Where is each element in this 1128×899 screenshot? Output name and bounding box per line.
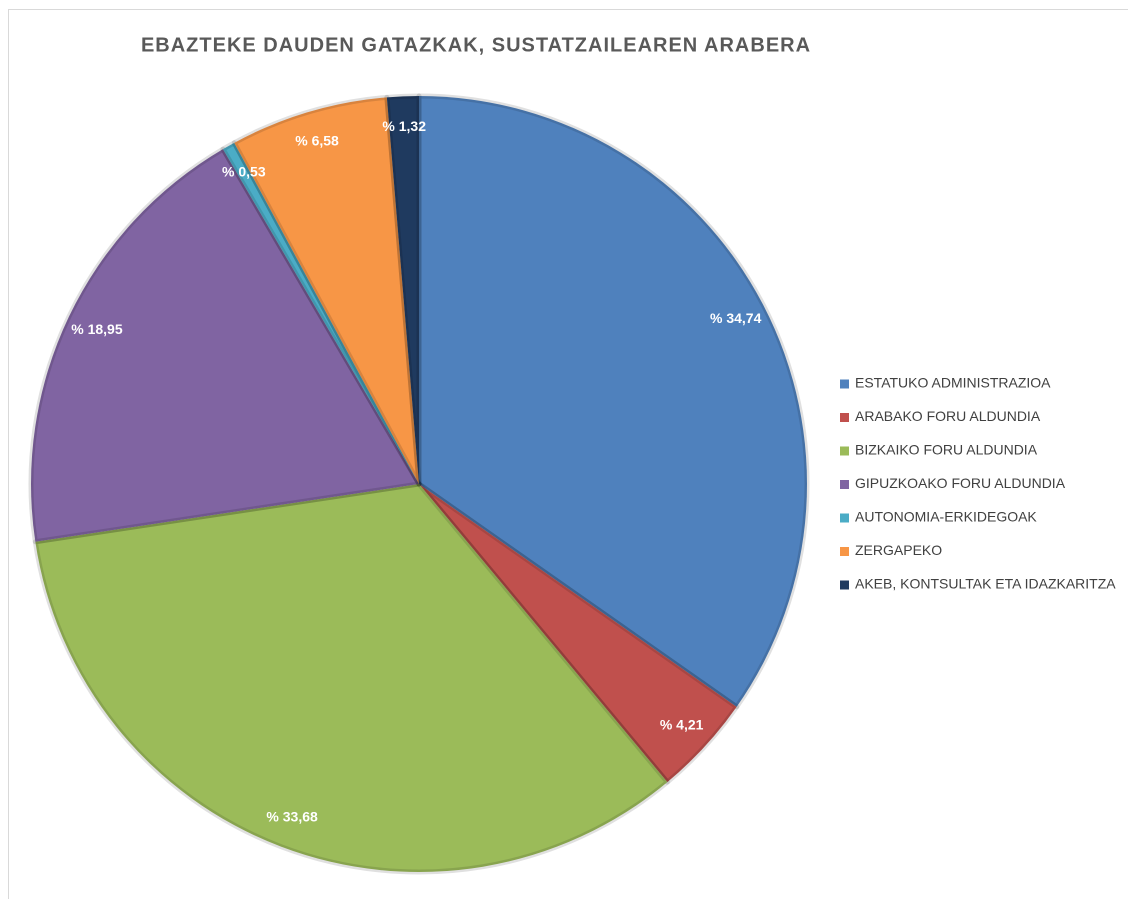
chart-frame xyxy=(8,9,1128,899)
legend-label: ESTATUKO ADMINISTRAZIOA xyxy=(855,375,1051,391)
pie-slice xyxy=(416,481,740,785)
data-label: % 0,53 xyxy=(222,164,266,180)
data-label: % 1,32 xyxy=(382,118,426,134)
data-label: % 34,74 xyxy=(710,310,762,326)
pie-slice xyxy=(384,93,422,487)
legend-swatch xyxy=(840,379,849,389)
data-label: % 4,21 xyxy=(660,716,704,732)
pie-slice xyxy=(416,93,810,710)
legend-label: AKEB, KONTSULTAK ETA IDAZKARITZA xyxy=(855,576,1116,592)
legend-swatch xyxy=(840,513,849,523)
legend-label: GIPUZKOAKO FORU ALDUNDIA xyxy=(855,475,1066,491)
data-label: % 18,95 xyxy=(71,321,123,337)
legend-swatch xyxy=(840,580,849,590)
legend-swatch xyxy=(840,413,849,422)
legend-label: ZERGAPEKO xyxy=(855,542,942,558)
legend-swatch xyxy=(840,480,849,489)
legend-swatch xyxy=(840,446,849,456)
data-label: % 6,58 xyxy=(295,133,339,149)
legend-swatch xyxy=(840,547,849,556)
legend-label: ARABAKO FORU ALDUNDIA xyxy=(855,408,1041,424)
pie-slice xyxy=(231,94,422,487)
pie-slice xyxy=(28,146,422,545)
legend-label: BIZKAIKO FORU ALDUNDIA xyxy=(855,442,1038,458)
data-label: % 33,68 xyxy=(266,808,318,824)
chart-title: EBAZTEKE DAUDEN GATAZKAK, SUSTATZAILEARE… xyxy=(141,34,811,56)
legend-label: AUTONOMIA-ERKIDEGOAK xyxy=(855,509,1037,525)
pie-slice xyxy=(32,481,670,875)
pie-slice xyxy=(220,140,422,487)
